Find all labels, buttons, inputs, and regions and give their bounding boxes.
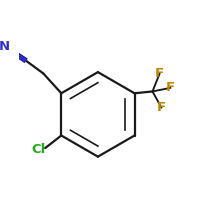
Text: Cl: Cl <box>32 143 46 156</box>
Text: F: F <box>157 101 166 114</box>
Text: F: F <box>166 81 175 94</box>
Text: F: F <box>155 67 164 80</box>
Text: N: N <box>0 40 10 53</box>
